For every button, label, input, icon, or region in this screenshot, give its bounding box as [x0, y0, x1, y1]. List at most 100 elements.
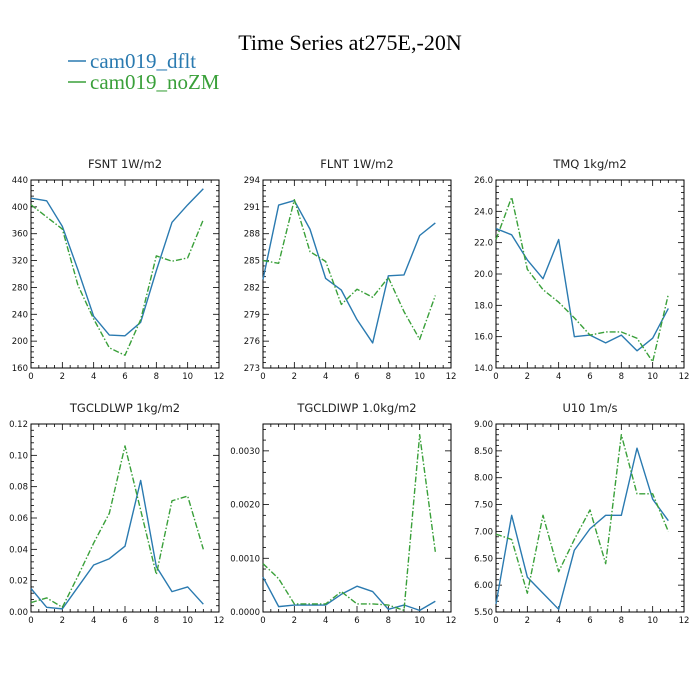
legend-label-dflt: cam019_dflt: [90, 49, 196, 73]
panel-3-ytick-label-2: 0.04: [9, 545, 28, 555]
panel-5-ytick-label-2: 6.50: [474, 554, 493, 564]
panel-1-ytick-label-0: 273: [244, 364, 260, 374]
panels: FSNT 1W/m20 2 4 6 8 10 12160200240280320360400…: [9, 157, 689, 626]
panel-4-xtick-label-4: 8: [386, 616, 391, 626]
panel-3: TGCLDLWP 1kg/m2 0 2 4 6 8 10 12 0.00 0.02 0.04 0.06…: [9, 401, 224, 626]
panel-2-ytick-label-6: 26.0: [474, 176, 493, 186]
panel-5-ytick-label-1: 6.00: [474, 581, 493, 591]
panel-0-ytick-label-1: 200: [12, 337, 28, 347]
panel-5-xtick-label-2: 4: [556, 616, 561, 626]
panel-0-ytick-label-0: 160: [12, 364, 28, 374]
panel-4-ytick-label-0: 0.0000: [230, 608, 260, 618]
panel-4-series-dflt: [262, 576, 436, 612]
panel-0-xtick-label-5: 10: [182, 372, 193, 382]
panel-3-series-dflt: [30, 479, 204, 610]
panel-0-ytick-label-7: 440: [12, 176, 28, 186]
panel-4-frame: [262, 423, 452, 613]
panel-0-xtick-label-3: 6: [122, 372, 127, 382]
panel-0-xtick-label-2: 4: [91, 372, 96, 382]
panel-4: TGCLDIWP 1.0kg/m2 0 2 4 6 8 10 12 0.0000 0.0010 0.…: [230, 401, 456, 626]
panel-0-xtick-label-0: 0: [28, 372, 33, 382]
panel-2-ytick-label-3: 20.0: [474, 270, 493, 280]
panel-1-xtick-label-4: 8: [386, 372, 391, 382]
panel-0-ytick-label-2: 240: [12, 310, 28, 320]
panel-4-ytick-label-2: 0.0020: [230, 501, 260, 511]
panel-1-ytick-label-4: 285: [244, 257, 260, 267]
panel-1-xtick-label-1: 2: [292, 372, 297, 382]
panel-3-xtick-label-5: 10: [182, 616, 193, 626]
panel-5: U10 1m/s 0 2 4 6 8 10 12 5.50 6.00 6.50 7.00 7.50 8.0…: [474, 401, 689, 626]
panel-3-series-nozm: [30, 445, 205, 608]
panel-1-series-nozm: [262, 198, 436, 341]
panel-4-xtick-label-5: 10: [414, 616, 425, 626]
panel-0-ytick-label-5: 360: [12, 230, 28, 240]
panel-0: FSNT 1W/m2 0 2 4 6 8 10 12 160 200 240 280 320 360 400…: [12, 157, 225, 382]
panel-2-xtick-label-4: 8: [619, 372, 624, 382]
panel-1-title: FLNT 1W/m2: [320, 157, 393, 171]
panel-3-xtick-label-1: 2: [60, 616, 65, 626]
panel-3-xtick-label-0: 0: [28, 616, 33, 626]
panel-1-ytick-label-2: 279: [244, 310, 260, 320]
panel-4-xtick-label-0: 0: [260, 616, 265, 626]
panel-1-ytick-label-6: 291: [244, 203, 260, 213]
panel-5-series-dflt: [495, 447, 669, 611]
panel-0-series-nozm: [30, 204, 204, 356]
panel-0-ytick-label-3: 280: [12, 283, 28, 293]
panel-3-title: TGCLDLWP 1kg/m2: [69, 401, 180, 415]
panel-1-frame: [262, 179, 452, 369]
panel-1-ytick-label-1: 276: [244, 337, 260, 347]
panel-2-ytick-label-5: 24.0: [474, 207, 493, 217]
panel-0-frame: [30, 179, 220, 369]
panel-3-xtick-label-3: 6: [122, 616, 127, 626]
panel-3-ytick-label-5: 0.10: [9, 451, 28, 461]
panel-4-xtick-label-3: 6: [354, 616, 359, 626]
panel-2-title: TMQ 1kg/m2: [552, 157, 626, 171]
panel-1: FLNT 1W/m2 0 2 4 6 8 10 12 273 276 279 282 285 288 291…: [244, 157, 457, 382]
panel-3-ytick-label-3: 0.06: [9, 514, 28, 524]
panel-1-xtick-label-6: 12: [446, 372, 457, 382]
panel-0-xtick-label-4: 8: [154, 372, 159, 382]
panel-0-ytick-label-6: 400: [12, 203, 28, 213]
panel-1-xtick-label-3: 6: [354, 372, 359, 382]
panel-1-xtick-label-0: 0: [260, 372, 265, 382]
panel-3-xtick-label-6: 12: [214, 616, 225, 626]
panel-4-title: TGCLDIWP 1.0kg/m2: [296, 401, 416, 415]
panel-5-ytick-label-6: 8.50: [474, 447, 493, 457]
panel-2-xtick-label-2: 4: [556, 372, 561, 382]
panel-2-ytick-label-2: 18.0: [474, 301, 493, 311]
panel-3-ytick-label-0: 0.00: [9, 608, 28, 618]
panel-1-ytick-label-5: 288: [244, 230, 260, 240]
panel-3-frame: [30, 423, 220, 613]
panel-4-ytick-label-1: 0.0010: [230, 554, 260, 564]
panel-1-xtick-label-2: 4: [323, 372, 328, 382]
panel-2-xtick-label-0: 0: [493, 372, 498, 382]
panel-5-xtick-label-5: 10: [647, 616, 658, 626]
panel-5-title: U10 1m/s: [562, 401, 617, 415]
panel-2-frame: [495, 179, 685, 369]
panel-3-xtick-label-4: 8: [154, 616, 159, 626]
panel-0-series-dflt: [30, 188, 204, 337]
panel-2-xtick-label-5: 10: [647, 372, 658, 382]
panel-5-xtick-label-3: 6: [587, 616, 592, 626]
panel-4-ytick-label-3: 0.0030: [230, 447, 260, 457]
panel-4-xtick-label-1: 2: [292, 616, 297, 626]
panel-5-series-nozm: [495, 434, 669, 594]
panel-5-ytick-label-3: 7.00: [474, 527, 493, 537]
panel-1-series-dflt: [262, 199, 436, 344]
panel-5-xtick-label-4: 8: [619, 616, 624, 626]
panel-4-series-nozm: [262, 434, 437, 612]
legend-label-nozm: cam019_noZM: [90, 70, 220, 94]
panel-2-xtick-label-6: 12: [679, 372, 690, 382]
panel-5-ytick-label-0: 5.50: [474, 608, 493, 618]
panel-2-series-nozm: [495, 196, 670, 363]
panel-1-ytick-label-7: 294: [244, 176, 260, 186]
panel-2-ytick-label-4: 22.0: [474, 239, 493, 249]
panel-5-ytick-label-4: 7.50: [474, 501, 493, 511]
panel-0-xtick-label-6: 12: [214, 372, 225, 382]
panel-3-xtick-label-2: 4: [91, 616, 96, 626]
panel-1-ytick-label-3: 282: [244, 283, 260, 293]
panel-2-xtick-label-1: 2: [525, 372, 530, 382]
panel-5-xtick-label-1: 2: [525, 616, 530, 626]
panel-2: TMQ 1kg/m2 0 2 4 6 8 10 12 14.0 16.0 18.0 20.0 22.0 2…: [474, 157, 689, 382]
panel-3-ytick-label-4: 0.08: [9, 483, 28, 493]
